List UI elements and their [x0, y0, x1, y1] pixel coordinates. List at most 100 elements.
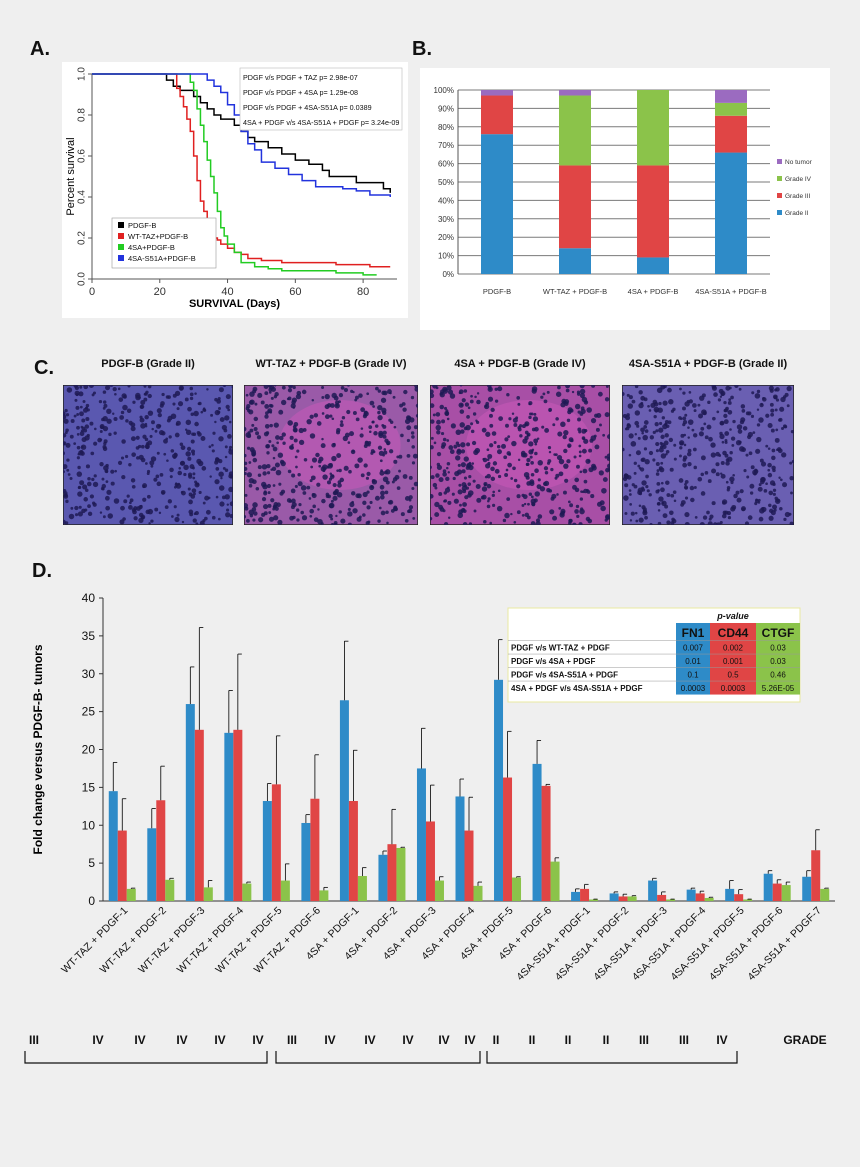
tissue-nucleus	[660, 453, 667, 459]
tissue-nucleus	[521, 514, 525, 517]
tissue-nucleus	[159, 403, 164, 408]
tissue-nucleus	[324, 393, 330, 400]
tissue-nucleus	[246, 446, 251, 450]
x-tick-label: 4SA + PDGF-B	[628, 287, 679, 296]
pvalue-column-bg	[676, 623, 710, 695]
tissue-nucleus	[446, 466, 449, 470]
tissue-nucleus	[511, 440, 517, 447]
tissue-nucleus	[149, 434, 153, 438]
tissue-nucleus	[518, 424, 523, 428]
tissue-nucleus	[686, 399, 691, 404]
tissue-nucleus	[720, 473, 726, 479]
tissue-nucleus	[607, 434, 610, 440]
tissue-nucleus	[497, 474, 502, 479]
bar-fn1	[455, 796, 465, 901]
tissue-nucleus	[411, 486, 415, 491]
tissue-nucleus	[132, 509, 137, 515]
tissue-nucleus	[710, 452, 716, 458]
tissue-nucleus	[336, 469, 339, 472]
tissue-nucleus	[634, 433, 638, 436]
tissue-nucleus	[244, 466, 248, 472]
tissue-nucleus	[264, 423, 270, 429]
tissue-nucleus	[649, 523, 653, 525]
tissue-nucleus	[687, 419, 694, 425]
tissue-nucleus	[380, 494, 385, 500]
tissue-nucleus	[248, 509, 255, 516]
tissue-nucleus	[358, 393, 363, 398]
tissue-nucleus	[142, 483, 148, 489]
tissue-nucleus	[782, 482, 788, 488]
tissue-nucleus	[263, 385, 269, 390]
tissue-nucleus	[268, 439, 272, 443]
tissue-nucleus	[380, 510, 386, 516]
tissue-nucleus	[750, 465, 755, 470]
tissue-nucleus	[710, 442, 716, 448]
tissue-nucleus	[263, 431, 269, 437]
tissue-nucleus	[169, 475, 173, 479]
tissue-nucleus	[699, 521, 705, 525]
tissue-nucleus	[63, 441, 66, 446]
grade-label: III	[679, 1033, 689, 1047]
tissue-nucleus	[738, 440, 742, 444]
tissue-nucleus	[73, 414, 77, 418]
tissue-nucleus	[445, 476, 450, 482]
panel-label-c: C.	[34, 357, 54, 379]
bar-fn1	[224, 732, 234, 901]
tissue-nucleus	[747, 515, 753, 520]
pvalue-box	[239, 67, 403, 131]
tissue-nucleus	[435, 424, 442, 431]
tissue-nucleus	[585, 516, 591, 522]
tissue-nucleus	[533, 412, 537, 416]
tissue-nucleus	[80, 425, 84, 429]
tissue-nucleus	[105, 480, 109, 484]
tissue-nucleus	[326, 480, 332, 485]
tissue-nucleus	[260, 481, 267, 488]
tissue-nucleus	[268, 516, 275, 522]
tissue-nucleus	[490, 476, 496, 482]
tissue-nucleus	[577, 417, 582, 422]
legend-label: Grade III	[785, 193, 810, 200]
tissue-nucleus	[771, 455, 776, 461]
tissue-nucleus	[295, 393, 302, 400]
tissue-nucleus	[311, 493, 317, 499]
tissue-nucleus	[145, 444, 150, 450]
tissue-nucleus	[486, 448, 490, 452]
tissue-nucleus	[181, 490, 186, 496]
tissue-nucleus	[275, 469, 282, 476]
bar-fn1	[686, 889, 696, 901]
tissue-nucleus	[442, 437, 447, 442]
tissue-nucleus	[366, 471, 371, 476]
tissue-nucleus	[459, 503, 462, 507]
tissue-nucleus	[147, 508, 154, 515]
tissue-nucleus	[194, 421, 199, 427]
tissue-nucleus	[774, 388, 778, 392]
y-tick-label: 1.0	[77, 67, 88, 81]
tissue-nucleus	[252, 389, 257, 394]
tissue-nucleus	[507, 435, 511, 439]
tissue-nucleus	[147, 393, 152, 399]
tissue-nucleus	[706, 510, 710, 515]
tissue-nucleus	[393, 425, 397, 429]
tissue-nucleus	[156, 408, 162, 414]
tissue-nucleus	[548, 409, 552, 412]
tissue-nucleus	[143, 397, 148, 402]
tissue-nucleus	[332, 491, 337, 496]
tissue-nucleus	[335, 514, 338, 518]
histology-image	[63, 385, 233, 525]
tissue-nucleus	[147, 385, 152, 389]
stacked-bar-segment	[715, 152, 747, 274]
tissue-nucleus	[140, 400, 146, 405]
tissue-nucleus	[316, 421, 322, 426]
tissue-nucleus	[317, 518, 323, 525]
tissue-nucleus	[725, 385, 731, 391]
grade-label: IV	[92, 1033, 103, 1047]
tissue-nucleus	[577, 427, 582, 432]
tissue-nucleus	[198, 401, 202, 406]
tissue-nucleus	[74, 390, 80, 396]
tissue-nucleus	[291, 502, 297, 508]
tissue-nucleus	[179, 386, 184, 391]
tissue-nucleus	[282, 441, 286, 445]
x-tick-label: 4SA-S51A + PDGF-7	[745, 905, 824, 984]
tissue-nucleus	[552, 515, 558, 521]
tissue-nucleus	[765, 444, 769, 448]
